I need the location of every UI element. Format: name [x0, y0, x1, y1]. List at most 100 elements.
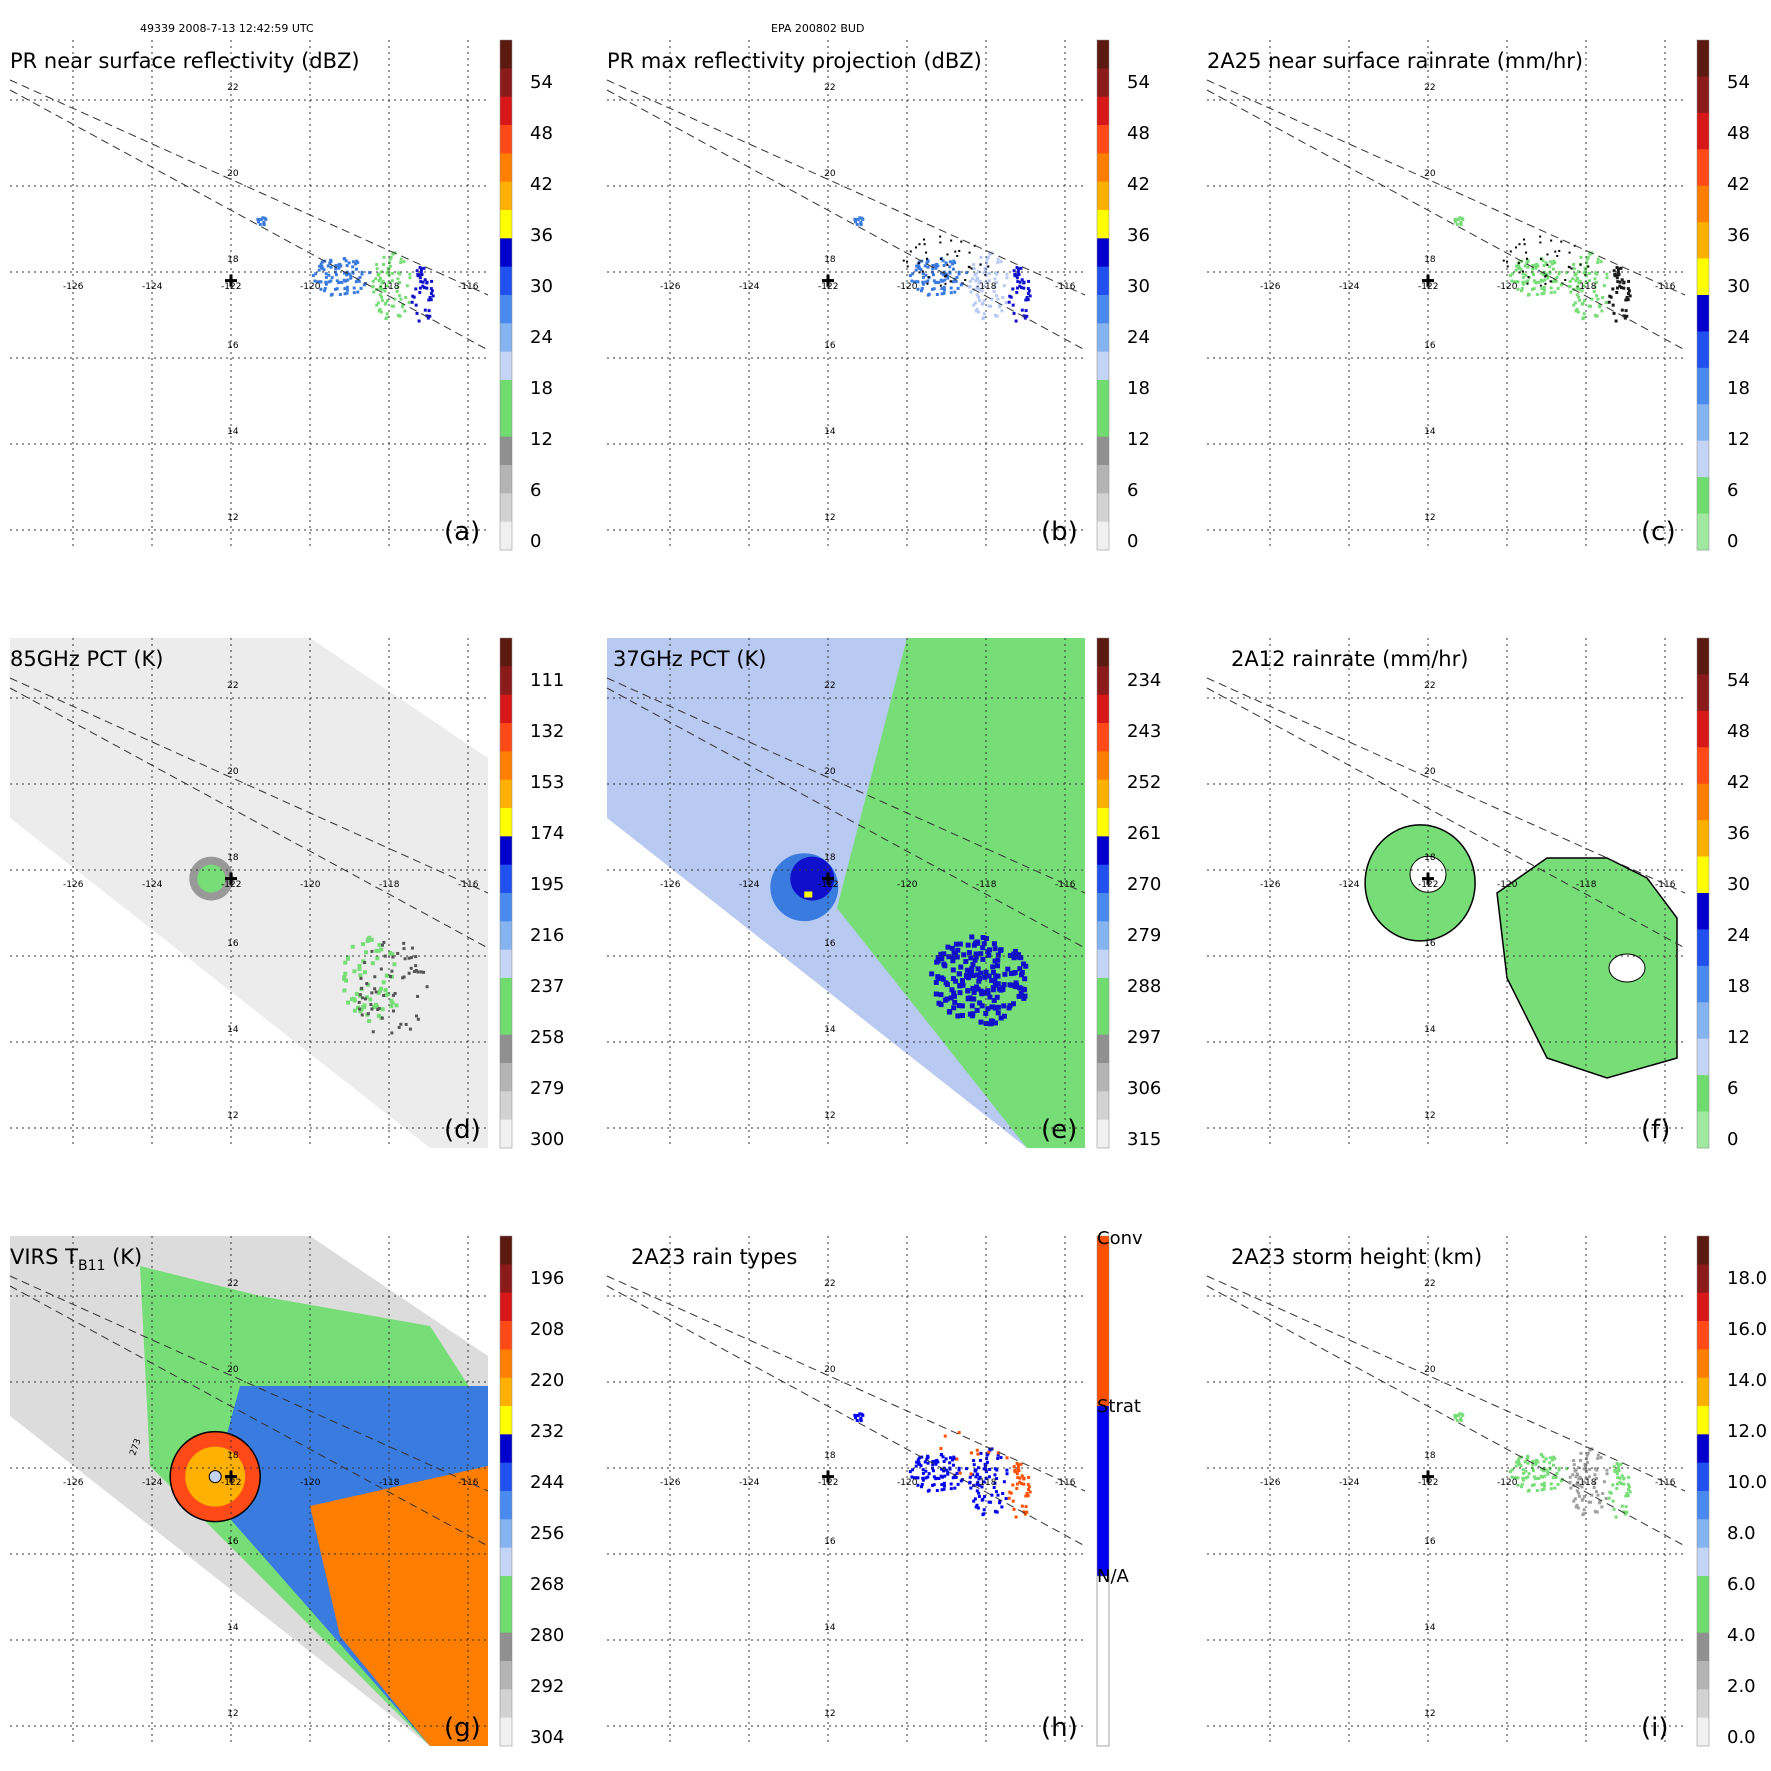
pixel	[324, 272, 328, 276]
pixel	[1000, 309, 1004, 313]
pixel	[1576, 285, 1580, 289]
pixel	[1584, 1467, 1588, 1471]
pixel	[396, 271, 400, 275]
pixel	[988, 271, 992, 275]
pixel	[390, 279, 394, 283]
pixel	[1608, 294, 1612, 298]
pixel	[314, 272, 318, 276]
pixel	[990, 987, 996, 993]
colorbar-segment	[500, 1377, 512, 1407]
pixel	[959, 1003, 965, 1009]
pixel	[934, 1459, 938, 1463]
pixel	[1539, 241, 1542, 244]
colorbar-segment	[1697, 367, 1709, 405]
pixel	[982, 271, 986, 275]
pixel	[1551, 280, 1555, 284]
lon-tick-label: -126	[1260, 1478, 1281, 1488]
pixel	[373, 987, 377, 991]
pixel	[1546, 263, 1549, 266]
pixel	[1596, 260, 1600, 264]
pixel	[354, 267, 358, 271]
storm-center-bar-v	[1426, 872, 1430, 885]
colorbar-segment	[1097, 380, 1109, 409]
pixel	[1531, 1463, 1535, 1467]
pixel	[1615, 265, 1619, 269]
pixel	[1542, 1469, 1546, 1473]
pixel	[355, 259, 359, 263]
lon-tick-label: -118	[1576, 282, 1597, 292]
pixel	[396, 285, 400, 289]
pixel	[1595, 281, 1599, 285]
pixel	[859, 221, 863, 225]
colorbar-label: 258	[530, 1027, 564, 1048]
pixel	[975, 986, 981, 992]
pixel	[926, 282, 929, 285]
pixel	[323, 286, 327, 290]
pixel	[1521, 282, 1525, 286]
lat-tick-label: 16	[824, 939, 836, 949]
colorbar-segment	[500, 694, 512, 724]
pixel	[1537, 1476, 1541, 1480]
pixel	[1581, 301, 1585, 305]
pixel	[371, 284, 375, 288]
colorbar-segment	[1097, 1006, 1109, 1036]
pixel	[357, 279, 361, 283]
pixel	[985, 257, 989, 261]
pixel	[978, 951, 984, 957]
pixel	[404, 296, 408, 300]
pixel	[1615, 1482, 1619, 1486]
pixel	[980, 935, 986, 941]
pixel	[425, 280, 429, 284]
pixel	[977, 298, 981, 302]
lon-tick-label: -124	[142, 880, 163, 890]
pixel	[327, 280, 331, 284]
pixel	[1571, 1473, 1575, 1477]
pixel	[1605, 1472, 1609, 1476]
pixel	[1592, 1485, 1596, 1489]
pixel	[985, 1006, 991, 1012]
pixel	[1594, 1490, 1598, 1494]
pixel	[921, 1476, 925, 1480]
pixel	[1552, 259, 1556, 263]
pixel	[1544, 1457, 1548, 1461]
colorbar-segment	[500, 436, 512, 466]
pixel	[1518, 1462, 1522, 1466]
colorbar-segment	[1697, 820, 1709, 858]
pixel	[1568, 284, 1572, 288]
colorbar-label: 232	[530, 1421, 564, 1442]
pixel	[352, 1008, 357, 1013]
pixel	[1557, 1466, 1561, 1470]
pixel	[345, 273, 349, 277]
pixel	[1625, 295, 1629, 299]
pixel	[926, 293, 930, 297]
pixel	[1615, 276, 1619, 280]
pixel	[257, 220, 261, 224]
pixel	[313, 279, 317, 283]
pixel	[1022, 280, 1026, 284]
panel-2a12-rainrate: -126 -124 -122 -120 -118 -1162220181614122A12…	[1206, 637, 1750, 1150]
colorbar-segment	[1697, 112, 1709, 150]
pixel	[984, 280, 988, 284]
pixel	[996, 1493, 1000, 1497]
colorbar-label: 10.0	[1727, 1472, 1767, 1493]
pixel	[926, 258, 930, 262]
pixel	[1593, 271, 1597, 275]
pixel	[1550, 262, 1554, 266]
pixel	[356, 261, 360, 265]
pixel	[383, 289, 387, 293]
pixel	[1025, 295, 1029, 299]
colorbar-label: 252	[1127, 772, 1161, 793]
colorbar-segment	[1097, 210, 1109, 239]
pixel	[1005, 1456, 1009, 1460]
pixel	[917, 1461, 921, 1465]
panel-title: 2A25 near surface rainrate (mm/hr)	[1207, 49, 1583, 73]
pixel	[1567, 265, 1570, 268]
pixel	[428, 295, 432, 299]
colorbar-segment	[500, 1519, 512, 1549]
pixel	[1540, 292, 1544, 296]
pixel	[921, 1468, 925, 1472]
pixel	[1618, 280, 1622, 284]
pixel	[343, 271, 347, 275]
